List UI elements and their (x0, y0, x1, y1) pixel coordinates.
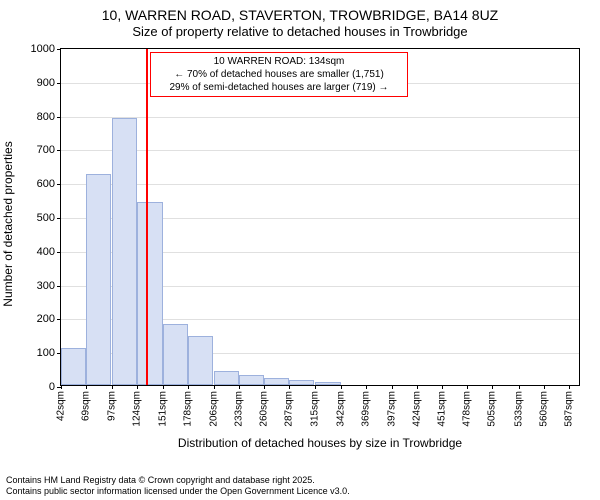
annotation-box: 10 WARREN ROAD: 134sqm← 70% of detached … (150, 52, 408, 97)
x-tick-label: 260sqm (259, 385, 270, 427)
x-tick-label: 178sqm (182, 385, 193, 427)
title-line-1: 10, WARREN ROAD, STAVERTON, TROWBRIDGE, … (0, 6, 600, 24)
x-tick-label: 287sqm (284, 385, 295, 427)
gridline (61, 117, 579, 118)
x-tick-label: 42sqm (56, 385, 67, 421)
gridline (61, 150, 579, 151)
y-tick-label: 500 (37, 212, 61, 224)
attribution-block: Contains HM Land Registry data © Crown c… (6, 475, 350, 498)
chart-title-block: 10, WARREN ROAD, STAVERTON, TROWBRIDGE, … (0, 0, 600, 41)
histogram-bar (163, 324, 188, 385)
chart-container: 10, WARREN ROAD, STAVERTON, TROWBRIDGE, … (0, 0, 600, 500)
attribution-line-1: Contains HM Land Registry data © Crown c… (6, 475, 350, 487)
histogram-bar (112, 118, 137, 385)
x-tick-label: 69sqm (81, 385, 92, 421)
y-tick-label: 700 (37, 144, 61, 156)
x-tick-label: 451sqm (437, 385, 448, 427)
histogram-bar (239, 375, 264, 385)
y-tick-label: 800 (37, 111, 61, 123)
histogram-bar (214, 371, 239, 385)
y-tick-label: 200 (37, 313, 61, 325)
y-tick-label: 1000 (31, 43, 61, 55)
property-marker-line (146, 49, 148, 385)
annotation-line: 10 WARREN ROAD: 134sqm (155, 55, 403, 68)
y-tick-label: 400 (37, 246, 61, 258)
x-tick-label: 478sqm (462, 385, 473, 427)
gridline (61, 184, 579, 185)
x-tick-label: 233sqm (233, 385, 244, 427)
y-tick-label: 600 (37, 178, 61, 190)
histogram-bar (86, 174, 111, 385)
x-tick-label: 206sqm (208, 385, 219, 427)
y-tick-label: 900 (37, 77, 61, 89)
annotation-line: ← 70% of detached houses are smaller (1,… (155, 68, 403, 81)
histogram-bar (137, 202, 162, 385)
plot-area: 0100200300400500600700800900100042sqm69s… (60, 48, 580, 386)
x-tick-label: 424sqm (411, 385, 422, 427)
x-tick-label: 342sqm (335, 385, 346, 427)
x-tick-label: 560sqm (538, 385, 549, 427)
histogram-bar (264, 378, 289, 385)
x-tick-label: 315sqm (310, 385, 321, 427)
title-line-2: Size of property relative to detached ho… (0, 24, 600, 41)
x-tick-label: 97sqm (107, 385, 118, 421)
annotation-line: 29% of semi-detached houses are larger (… (155, 81, 403, 94)
y-tick-label: 300 (37, 280, 61, 292)
x-tick-label: 505sqm (487, 385, 498, 427)
histogram-bar (188, 336, 213, 385)
x-axis-label: Distribution of detached houses by size … (60, 436, 580, 450)
x-tick-label: 587sqm (563, 385, 574, 427)
x-tick-label: 369sqm (360, 385, 371, 427)
attribution-line-2: Contains public sector information licen… (6, 486, 350, 498)
x-tick-label: 533sqm (513, 385, 524, 427)
y-axis-label: Number of detached properties (1, 55, 15, 393)
x-tick-label: 397sqm (386, 385, 397, 427)
x-tick-label: 151sqm (157, 385, 168, 427)
histogram-bar (61, 348, 86, 385)
x-tick-label: 124sqm (132, 385, 143, 427)
y-tick-label: 100 (37, 347, 61, 359)
